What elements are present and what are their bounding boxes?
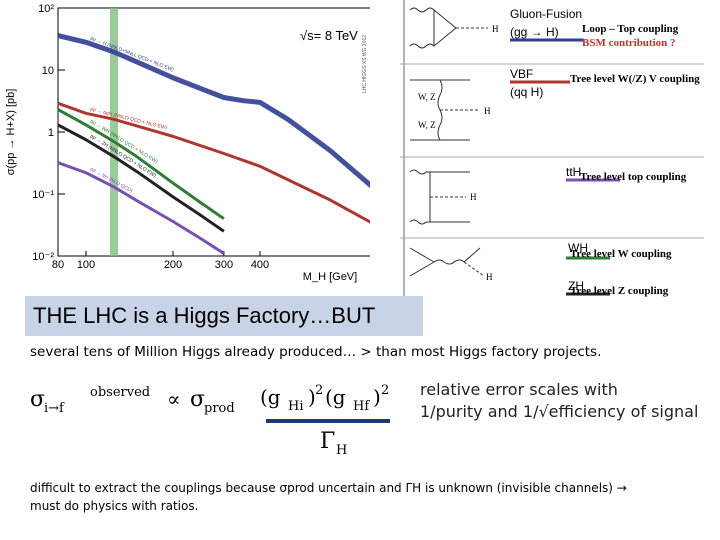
series-line	[57, 101, 370, 224]
watermark: LHC HIGGS XS WG 2012	[362, 35, 368, 93]
if-sub: i→f	[44, 401, 65, 416]
footer-note: difficult to extract the couplings becau…	[30, 479, 627, 515]
title-banner: THE LHC is a Higgs Factory…BUT	[25, 296, 423, 336]
g-hf-sub: Hf	[353, 399, 370, 414]
y-tick-label: 10	[42, 65, 54, 77]
diagram-vbf: W, Z W, Z H	[410, 79, 491, 141]
wh-label: WH	[568, 241, 588, 255]
x-axis-label: M_H [GeV]	[303, 271, 357, 283]
zh-label: ZH	[568, 279, 584, 293]
g-hi-square: 2	[315, 383, 323, 398]
gluon-coupling: Loop – Top coupling	[582, 23, 679, 35]
y-tick-label: 10⁻²	[32, 251, 54, 263]
gamma-h-sub: H	[336, 443, 347, 456]
energy-label: √s= 8 TeV	[300, 28, 358, 43]
g-hi: (g	[260, 385, 281, 409]
coupling-formula: σ i→f observed ∝ σ prod (g Hi ) 2 (g Hf …	[30, 383, 390, 456]
x-tick-label: 100	[77, 259, 95, 271]
tth-coupling: Tree level top coupling	[580, 171, 687, 183]
diagram-gluon-fusion: H	[409, 7, 499, 49]
prod-sub: prod	[204, 401, 235, 416]
sigma-prod: σ	[190, 387, 205, 412]
svg-text:H: H	[492, 24, 499, 34]
vbf-coupling: Tree level W(/Z) V coupling	[570, 73, 700, 85]
diagram-tth: H	[409, 169, 477, 225]
g-hi-sub: Hi	[288, 399, 304, 414]
higgs-mass-band	[110, 8, 119, 256]
error-line-2: 1/purity and 1/√efficiency of signal	[420, 402, 699, 421]
footer-line-1: difficult to extract the couplings becau…	[30, 481, 627, 495]
y-tick-label: 1	[48, 127, 54, 139]
vbf-sub: (qq H)	[510, 85, 543, 99]
axis-ticks: 80 100 200 300 400 10² 10 1 10⁻¹ 10⁻²	[32, 3, 269, 271]
footer-line-2: must do physics with ratios.	[30, 499, 199, 513]
g-hf-square: 2	[381, 383, 389, 398]
g-hf-close: )	[373, 385, 381, 409]
x-tick-label: 300	[215, 259, 233, 271]
series-line	[57, 108, 225, 220]
wh-coupling: Tree level W coupling	[570, 248, 672, 260]
gluon-fusion-label: Gluon-Fusion	[510, 7, 582, 21]
proportional-symbol: ∝	[167, 387, 181, 411]
y-tick-label: 10⁻¹	[32, 189, 54, 201]
gluon-fusion-sub: (gg → H)	[510, 25, 559, 39]
x-tick-label: 400	[251, 259, 269, 271]
bsm-contribution: BSM contribution ?	[582, 37, 676, 49]
relative-error-note: relative error scales with 1/purity and …	[420, 379, 698, 423]
diagram-vh: H	[409, 247, 493, 282]
g-hi-close: )	[308, 385, 316, 409]
zh-coupling: Tree level Z coupling	[570, 285, 669, 297]
gamma-h: Γ	[320, 429, 335, 454]
series-line	[57, 33, 370, 189]
y-axis-label: σ(pp → H+X) [pb]	[5, 89, 17, 176]
sigma-if: σ	[30, 387, 45, 412]
series-line	[57, 123, 225, 233]
svg-text:W, Z: W, Z	[418, 120, 436, 130]
tth-label: ttH	[566, 165, 581, 179]
subtitle: several tens of Million Higgs already pr…	[30, 344, 602, 360]
svg-text:W, Z: W, Z	[418, 92, 436, 102]
x-tick-label: 80	[52, 259, 64, 271]
x-tick-label: 200	[164, 259, 182, 271]
vbf-label: VBF	[510, 67, 533, 81]
series-line	[57, 161, 225, 255]
observed-label: observed	[90, 385, 150, 400]
error-line-1: relative error scales with	[420, 380, 618, 399]
g-hf: (g	[325, 385, 346, 409]
svg-text:H: H	[486, 272, 493, 282]
svg-text:H: H	[484, 106, 491, 116]
production-diagrams: H Gluon-Fusion (gg → H) Loop – Top coupl…	[400, 0, 704, 297]
svg-text:H: H	[470, 192, 477, 202]
y-tick-label: 10²	[38, 3, 54, 15]
